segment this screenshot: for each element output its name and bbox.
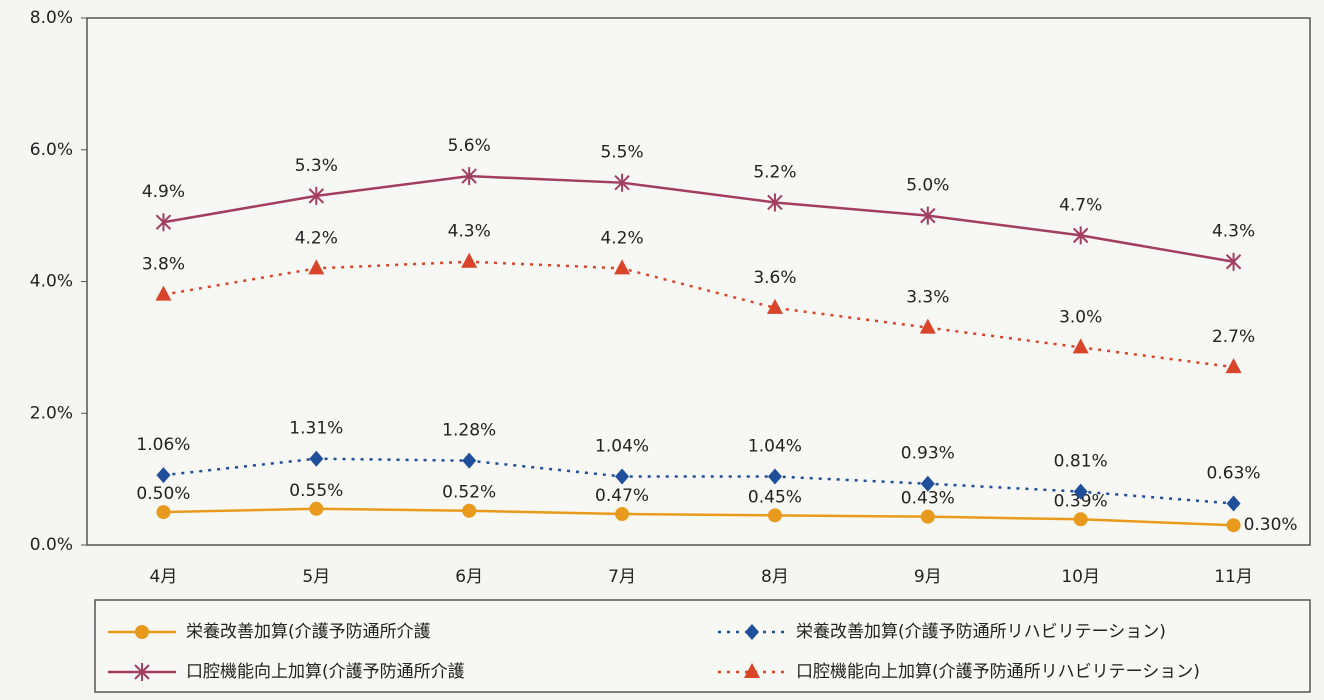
marker [308,186,325,205]
series-line [163,507,1234,527]
data-label: 1.31% [289,419,343,439]
x-tick-label: 6月 [455,567,483,587]
marker [920,206,936,225]
data-label: 1.28% [442,421,496,441]
data-label: 3.6% [753,268,796,288]
data-label: 5.6% [448,136,491,156]
data-label: 0.81% [1054,452,1108,472]
marker [462,503,477,518]
data-label: 0.50% [136,484,190,504]
data-label: 5.0% [906,176,949,196]
series-line [163,174,1234,263]
data-label: 3.3% [906,288,949,308]
data-label: 0.45% [748,487,802,507]
marker [767,468,782,485]
marker [155,285,172,301]
marker [309,450,324,467]
marker [462,452,477,469]
data-label: 0.47% [595,486,649,506]
data-label: 0.30% [1244,515,1298,535]
marker [767,508,782,523]
marker [1073,483,1088,500]
y-tick-label: 8.0% [30,8,73,28]
x-tick-label: 10月 [1061,567,1100,587]
legend-marker [744,663,760,678]
data-label: 0.39% [1054,491,1108,511]
data-label: 4.2% [600,228,643,248]
marker [461,252,478,268]
data-label: 1.04% [748,436,802,456]
marker [614,259,631,275]
y-tick-label: 6.0% [30,140,73,160]
data-label: 4.9% [142,182,185,202]
x-tick-label: 5月 [302,567,330,587]
marker [1226,495,1241,512]
data-label: 1.04% [595,436,649,456]
marker [1072,338,1089,354]
marker [1226,518,1241,533]
y-tick-label: 4.0% [30,272,73,292]
legend-label: 栄養改善加算(介護予防通所リハビリテーション) [796,622,1166,642]
x-tick-label: 9月 [914,567,942,587]
y-tick-label: 0.0% [30,535,73,555]
data-label: 0.52% [442,483,496,503]
marker [308,259,325,275]
marker [1225,252,1242,271]
data-label: 0.43% [901,489,955,509]
legend-box [94,599,1311,693]
data-label: 4.2% [295,228,338,248]
legend-marker [134,663,150,681]
marker [156,467,171,484]
marker [155,213,172,232]
marker [920,509,935,524]
data-label: 4.3% [1212,222,1255,242]
data-label: 4.7% [1059,195,1102,215]
x-tick-label: 8月 [761,567,789,587]
marker [1072,226,1089,245]
marker [156,505,171,520]
x-tick-label: 11月 [1214,567,1253,587]
data-label: 1.06% [136,435,190,455]
marker [309,501,324,516]
marker [767,193,783,212]
marker [919,318,936,334]
marker [461,167,477,186]
data-label: 4.3% [448,222,491,242]
marker [614,173,630,192]
marker [1073,512,1088,527]
data-label: 3.0% [1059,307,1102,327]
data-label: 2.7% [1212,327,1255,347]
legend-label: 口腔機能向上加算(介護予防通所介護 [186,662,465,682]
marker [766,298,783,314]
plot-area [86,17,1311,546]
marker [1225,358,1242,374]
data-label: 0.55% [289,481,343,501]
x-tick-label: 4月 [150,567,178,587]
series-line [163,260,1234,369]
legend-marker [745,624,759,640]
data-label: 0.93% [901,444,955,464]
marker [920,475,935,492]
data-label: 5.3% [295,156,338,176]
y-tick-label: 2.0% [30,403,73,423]
legend-marker [135,625,149,639]
marker [615,468,630,485]
data-label: 5.5% [600,143,643,163]
legend-label: 口腔機能向上加算(介護予防通所リハビリテーション) [796,662,1200,682]
series-line [163,457,1234,505]
data-label: 5.2% [753,162,796,182]
data-label: 0.63% [1207,463,1261,483]
legend-label: 栄養改善加算(介護予防通所介護 [186,622,431,642]
marker [615,507,630,522]
x-tick-label: 7月 [608,567,636,587]
data-label: 3.8% [142,255,185,275]
